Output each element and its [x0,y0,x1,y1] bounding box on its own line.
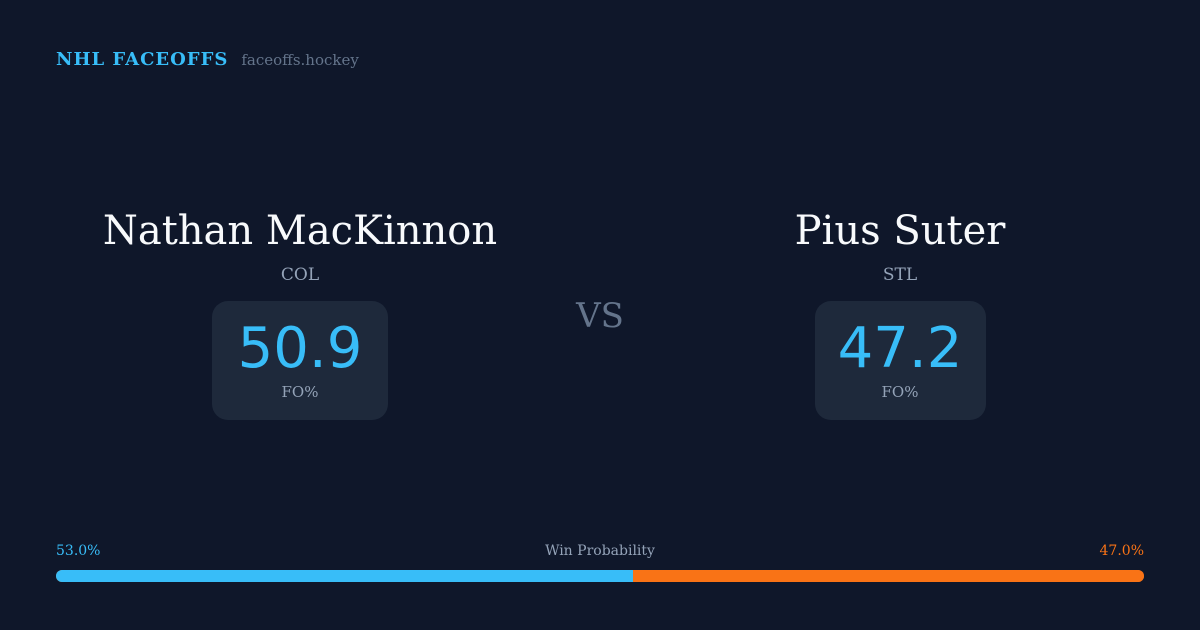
vs-label: VS [576,296,624,336]
player-team: COL [280,265,320,285]
probability-bar-right [632,570,1144,582]
player-right: Pius Suter STL 47.2 FO% [660,205,1140,420]
probability-bar-left [56,570,633,582]
fo-value: 50.9 [237,316,363,381]
win-probability-label: Win Probability [545,543,655,559]
fo-label: FO% [881,383,919,401]
brand-title: NHL FACEOFFS [56,49,229,70]
left-probability: 53.0% [56,543,101,559]
win-probability: 53.0% Win Probability 47.0% [56,543,1144,582]
brand-url: faceoffs.hockey [241,51,359,69]
player-name: Pius Suter [794,208,1006,254]
fo-card: 47.2 FO% [814,301,986,420]
fo-card: 50.9 FO% [212,301,388,420]
probability-bar [56,570,1144,582]
fo-value: 47.2 [837,316,963,381]
player-team: STL [882,265,918,285]
brand: NHL FACEOFFS faceoffs.hockey [56,49,359,70]
player-name: Nathan MacKinnon [102,208,498,254]
player-left: Nathan MacKinnon COL 50.9 FO% [60,205,540,420]
fo-label: FO% [281,383,319,401]
right-probability: 47.0% [1099,543,1144,559]
